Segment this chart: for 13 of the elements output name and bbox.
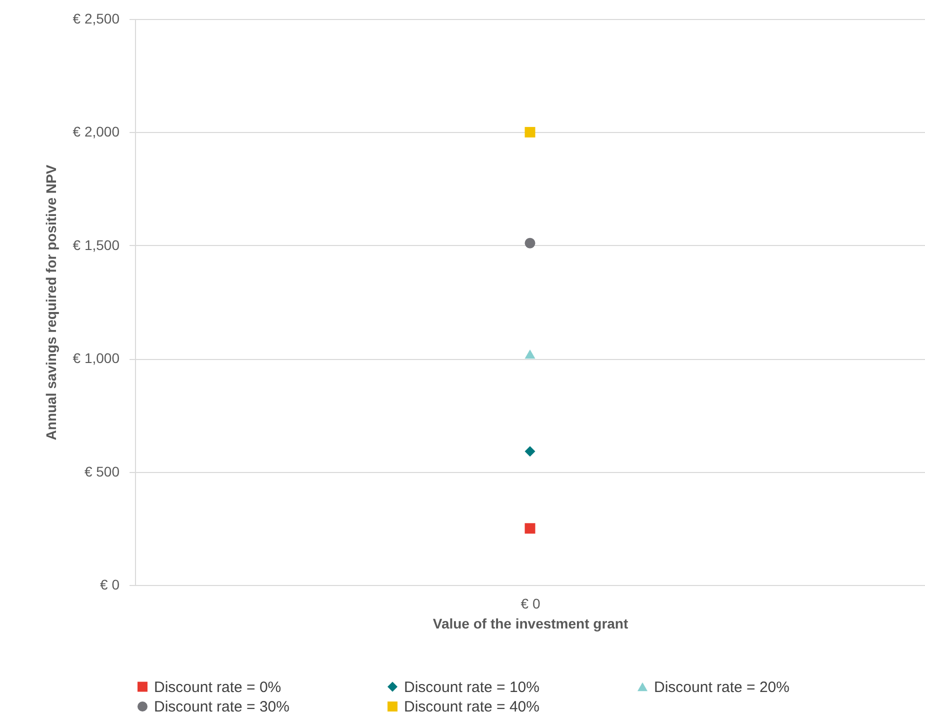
y-tick-label: € 1,500 — [72, 236, 120, 253]
legend-label: Discount rate = 40% — [404, 698, 540, 715]
y-tick-label: € 2,000 — [72, 124, 120, 140]
x-axis-title: Value of the investment grant — [432, 616, 628, 632]
legend-label: Discount rate = 10% — [404, 678, 540, 696]
y-tick-label: € 500 — [84, 463, 120, 480]
y-tick-label: € 0 — [100, 576, 120, 592]
legend-label: Discount rate = 0% — [154, 678, 282, 696]
y-tick-label: € 2,500 — [72, 10, 120, 26]
legend-label: Discount rate = 30% — [154, 698, 290, 715]
y-axis-title: Annual savings required for positive NPV — [42, 164, 59, 440]
legend-label: Discount rate = 20% — [654, 678, 790, 696]
y-tick-label: € 1,000 — [72, 350, 120, 366]
